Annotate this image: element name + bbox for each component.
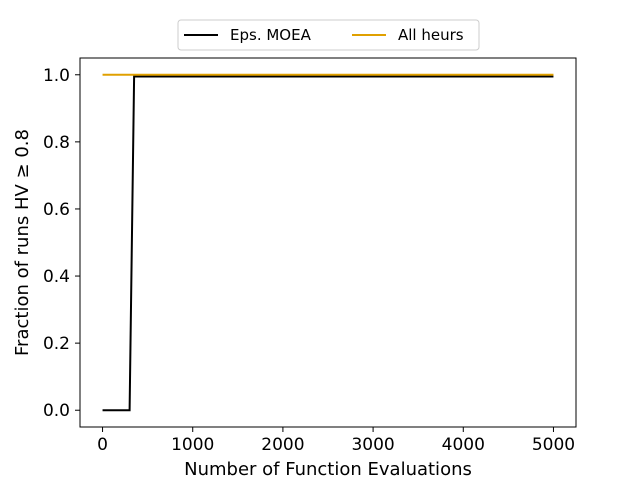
- series-layer: [102, 73, 554, 412]
- x-tick-label: 0: [97, 435, 108, 455]
- legend-box: [177, 19, 480, 51]
- x-tick-label: 5000: [532, 435, 575, 455]
- plot-area: [80, 58, 576, 427]
- plot-background: [80, 58, 576, 427]
- x-tick-label: 3000: [351, 435, 394, 455]
- x-tick-label: 1000: [171, 435, 214, 455]
- axes-layer: 0 1000 2000 3000 4000 5000 0.0 0.2 0.4 0.6 0.8 1.0: [43, 57, 577, 455]
- y-tick-label: 0.4: [43, 267, 70, 287]
- y-tick-label: 0.8: [43, 133, 70, 153]
- y-axis-label: Fraction of runs HV ≥ 0.8: [12, 129, 33, 356]
- series-line-eps-moea: [102, 75, 554, 412]
- x-tick-label: 4000: [442, 435, 485, 455]
- legend: Eps. MOEA All heurs: [177, 19, 480, 51]
- y-tick-label: 1.0: [43, 66, 70, 86]
- x-tick-label: 2000: [261, 435, 304, 455]
- legend-label: Eps. MOEA: [230, 26, 312, 44]
- legend-label: All heurs: [398, 26, 464, 44]
- y-tick-label: 0.2: [43, 334, 70, 354]
- x-axis-label: Number of Function Evaluations: [184, 459, 472, 480]
- axes-frame: [79, 57, 577, 428]
- y-tick-label: 0.6: [43, 200, 70, 220]
- y-tick-label: 0.0: [43, 401, 70, 421]
